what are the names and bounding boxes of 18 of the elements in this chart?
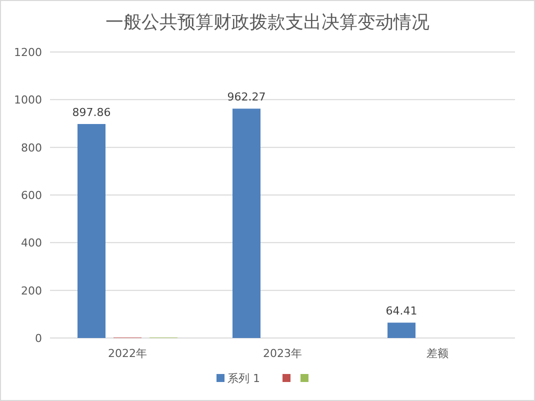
x-tick-label: 差额: [426, 347, 448, 360]
legend-label: 系列 1: [228, 372, 260, 385]
bar: [232, 108, 260, 338]
data-label: 962.27: [227, 90, 266, 104]
data-label: 64.41: [386, 304, 418, 318]
y-tick-label: 1000: [14, 94, 42, 107]
chart-title: 一般公共预算财政拨款支出决算变动情况: [106, 12, 430, 33]
x-tick-label: 2022年: [108, 347, 147, 360]
y-tick-label: 400: [21, 236, 42, 250]
y-tick-label: 200: [21, 284, 42, 298]
x-tick-label: 2023年: [263, 347, 302, 360]
y-tick-label: 0: [35, 332, 42, 345]
y-tick-label: 600: [21, 189, 42, 202]
y-tick-label: 1200: [14, 46, 42, 59]
data-label: 897.86: [72, 106, 111, 120]
bar: [78, 124, 106, 338]
y-tick-label: 800: [21, 141, 42, 154]
bar: [388, 322, 416, 338]
